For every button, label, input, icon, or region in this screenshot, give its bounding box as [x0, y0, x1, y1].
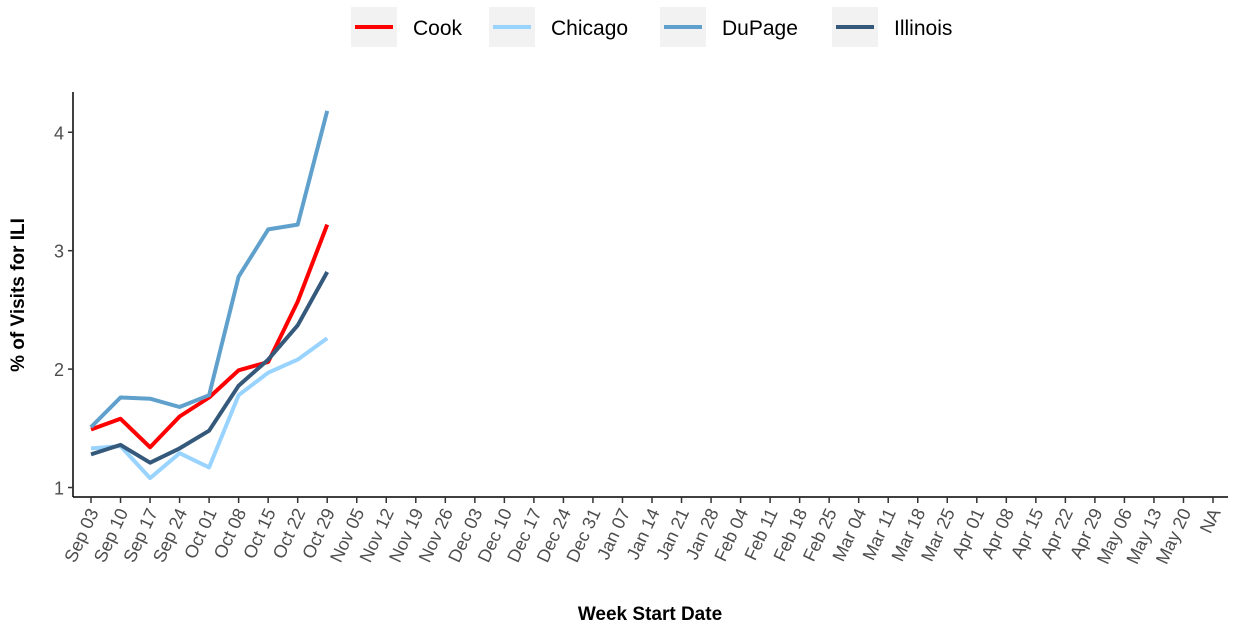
y-tick-label: 2 — [54, 360, 64, 380]
x-tick-label: NA — [1196, 505, 1225, 536]
y-axis-title: % of Visits for ILI — [8, 218, 29, 372]
legend-label: Chicago — [551, 17, 628, 40]
y-tick-label: 4 — [54, 123, 64, 143]
series-line — [90, 271, 329, 465]
legend-label: Illinois — [894, 17, 952, 40]
legend-label: DuPage — [722, 17, 798, 40]
series-line — [90, 223, 330, 450]
series-line — [90, 336, 329, 481]
legend-label: Cook — [413, 17, 463, 40]
series-line — [89, 110, 330, 429]
y-tick-label: 1 — [54, 479, 64, 499]
x-axis-title: Week Start Date — [578, 604, 722, 625]
y-tick-label: 3 — [54, 242, 64, 262]
